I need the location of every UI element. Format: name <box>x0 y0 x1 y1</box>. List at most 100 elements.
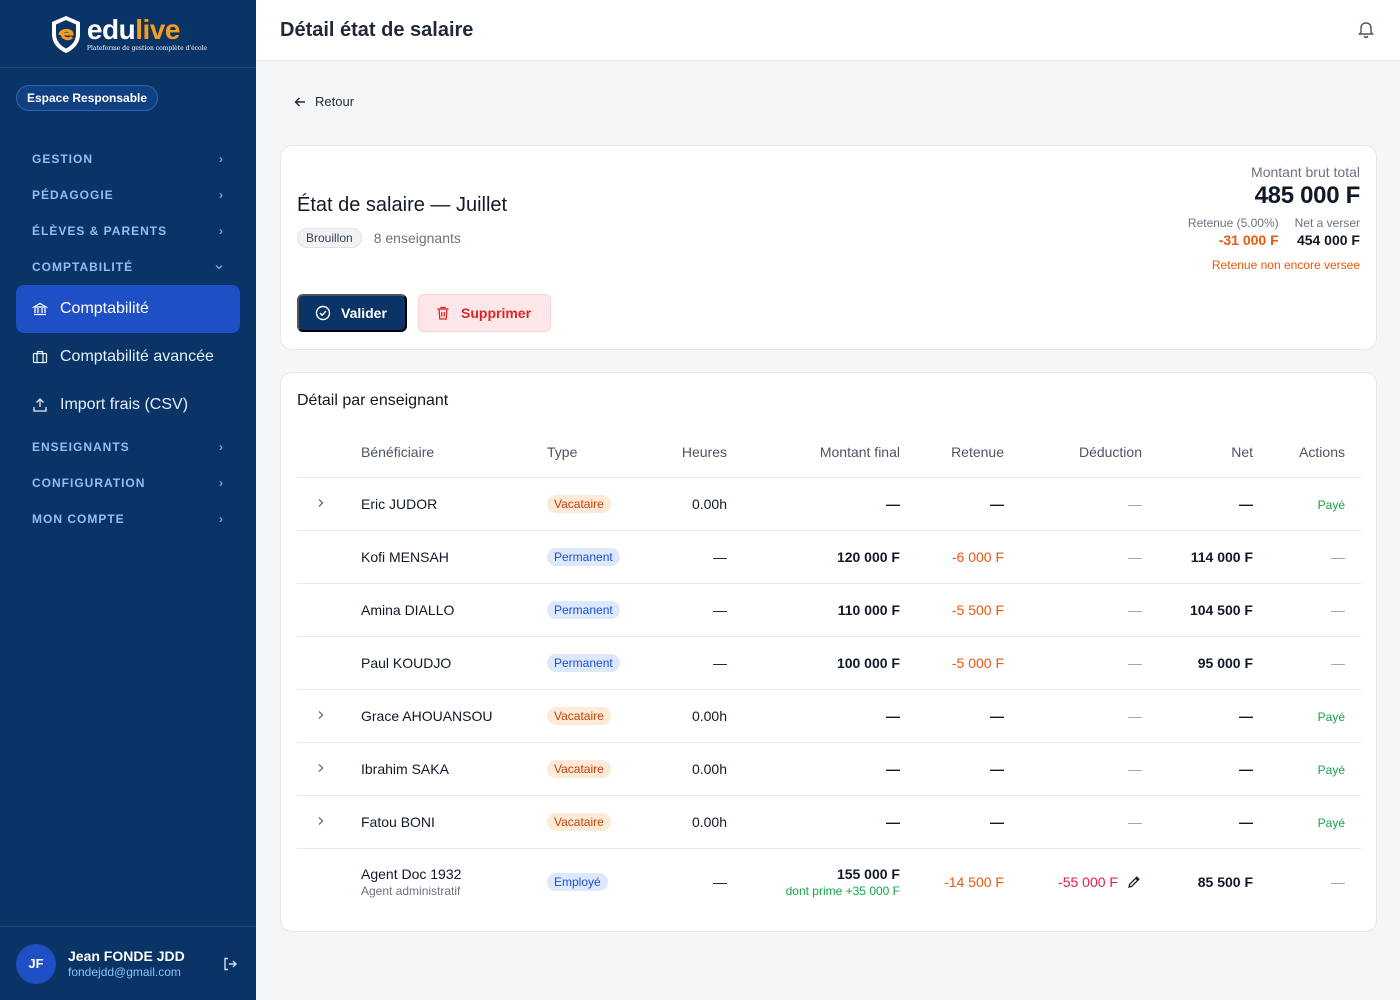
table-row: Amina DIALLO Permanent — 110 000 F -5 500 F —… <box>297 583 1361 637</box>
detail-card: Détail par enseignant Bénéficiaire Type … <box>280 372 1377 932</box>
nav-section-enseignants[interactable]: ENSEIGNANTS › <box>16 429 240 465</box>
action-placeholder: — <box>1331 874 1345 891</box>
gross-value: 485 000 F <box>1254 182 1361 209</box>
validate-label: Valider <box>341 305 387 321</box>
hours-cell: — <box>657 530 727 584</box>
type-badge: Permanent <box>547 653 620 672</box>
beneficiary-name: Grace AHOUANSOU <box>361 707 493 724</box>
sidebar-item-import-frais[interactable]: Import frais (CSV) <box>16 381 240 429</box>
chevron-right-icon[interactable] <box>315 762 327 774</box>
nav-section-pedagogie[interactable]: PÉDAGOGIE › <box>16 177 240 213</box>
nav-section-gestion[interactable]: GESTION › <box>16 141 240 177</box>
beneficiary-cell: Ibrahim SAKA <box>361 742 547 796</box>
expand-cell <box>297 848 361 916</box>
amount-bonus: dont prime +35 000 F <box>785 884 900 899</box>
upload-icon <box>32 397 48 413</box>
pencil-icon[interactable] <box>1126 874 1142 890</box>
nav-section-label: MON COMPTE <box>32 512 125 526</box>
nav-section-configuration[interactable]: CONFIGURATION › <box>16 465 240 501</box>
delete-button[interactable]: Supprimer <box>418 294 551 332</box>
logo-word-b: live <box>135 13 180 45</box>
sidebar-item-comptabilite-avancee[interactable]: Comptabilité avancée <box>16 333 240 381</box>
deduction-value: — <box>1128 601 1142 618</box>
table-row: Grace AHOUANSOU Vacataire 0.00h — — — — Payé <box>297 689 1361 743</box>
net-cell: 85 500 F <box>1197 874 1253 891</box>
hours-cell: 0.00h <box>657 742 727 796</box>
gross-label: Montant brut total <box>1251 164 1360 180</box>
validate-button[interactable]: Valider <box>297 294 407 332</box>
retenue-cell: — <box>900 795 1004 849</box>
amount-value: 155 000 F <box>836 866 900 883</box>
amount-cell: 110 000 F <box>727 583 900 637</box>
chevron-right-icon: › <box>219 476 224 490</box>
nav-section-comptabilite[interactable]: COMPTABILITÉ <box>16 249 240 285</box>
amount-cell: 100 000 F <box>727 636 900 690</box>
nav-section-label: PÉDAGOGIE <box>32 188 114 202</box>
bell-icon[interactable] <box>1356 20 1376 40</box>
nav-section-label: COMPTABILITÉ <box>32 260 134 274</box>
retenue-cell: -5 500 F <box>900 583 1004 637</box>
action-placeholder: — <box>1331 601 1345 618</box>
deduction-cell: — <box>1004 795 1142 849</box>
net-cell: — <box>1142 477 1253 531</box>
actions-cell: — <box>1253 583 1361 637</box>
deduction-value: — <box>1128 654 1142 671</box>
payroll-summary-card: État de salaire — Juillet Brouillon 8 en… <box>280 145 1377 350</box>
retenue-cell: -14 500 F <box>944 874 1004 891</box>
chevron-right-icon[interactable] <box>315 709 327 721</box>
beneficiary-cell: Paul KOUDJO <box>361 636 547 690</box>
nav-section-eleves-parents[interactable]: ÉLÈVES & PARENTS › <box>16 213 240 249</box>
beneficiary-cell: Fatou BONI <box>361 795 547 849</box>
space-badge[interactable]: Espace Responsable <box>16 85 159 111</box>
logout-icon[interactable] <box>220 954 240 974</box>
deduction-cell: — <box>1004 477 1142 531</box>
amount-value: — <box>886 760 900 777</box>
beneficiary-cell: Grace AHOUANSOU <box>361 689 547 743</box>
col-header: Bénéficiaire <box>361 427 547 478</box>
type-badge: Vacataire <box>547 494 611 513</box>
beneficiary-name: Eric JUDOR <box>361 495 438 512</box>
avatar[interactable]: JF <box>16 943 56 984</box>
trash-icon <box>437 306 449 320</box>
paid-status: Payé <box>1317 709 1345 724</box>
deduction-cell: — <box>1004 742 1142 796</box>
hours-cell: — <box>657 583 727 637</box>
nav-section-label: CONFIGURATION <box>32 476 146 490</box>
user-email: fondejdd@gmail.com <box>68 964 181 979</box>
deduction-value: -55 000 F <box>1058 874 1118 891</box>
retenue-cell: -6 000 F <box>900 530 1004 584</box>
type-cell: Permanent <box>547 583 657 637</box>
net-cell: 104 500 F <box>1142 583 1253 637</box>
retenue-label: Retenue (5.00%) <box>1187 216 1279 230</box>
logo[interactable]: edulive Plateforme de gestion complète d… <box>0 0 256 68</box>
top-header: Détail état de salaire <box>256 0 1400 61</box>
payroll-title: État de salaire — Juillet <box>297 194 508 216</box>
type-cell: Vacataire <box>547 795 657 849</box>
net-value: 454 000 F <box>1296 232 1360 248</box>
sidebar-nav: GESTION › PÉDAGOGIE › ÉLÈVES & PARENTS ›… <box>16 141 240 537</box>
type-cell: Vacataire <box>547 689 657 743</box>
type-cell: Permanent <box>547 530 657 584</box>
expand-cell[interactable] <box>297 477 361 531</box>
chevron-right-icon[interactable] <box>315 497 327 509</box>
table-row: Paul KOUDJO Permanent —100 000 F -5 000 F —9… <box>297 636 1361 690</box>
teachers-table: Bénéficiaire Type Heures Montant final R… <box>297 427 1361 916</box>
beneficiary-name: Agent Doc 1932 <box>361 866 462 883</box>
expand-cell[interactable] <box>297 795 361 849</box>
chevron-right-icon[interactable] <box>315 815 327 827</box>
back-link[interactable]: Retour <box>293 94 354 109</box>
nav-section-mon-compte[interactable]: MON COMPTE › <box>16 501 240 537</box>
action-placeholder: — <box>1331 654 1345 671</box>
deduction-cell[interactable]: -55 000 F <box>1004 848 1142 916</box>
type-badge: Permanent <box>547 547 620 566</box>
deduction-value: — <box>1128 760 1142 777</box>
expand-cell[interactable] <box>297 742 361 796</box>
user-panel: JF Jean FONDE JDD fondejdd@gmail.com <box>0 926 256 1000</box>
amount-value: 100 000 F <box>836 654 900 671</box>
logo-shield-icon <box>51 15 80 53</box>
arrow-left-icon <box>294 97 305 106</box>
sidebar-item-comptabilite[interactable]: Comptabilité <box>16 285 240 333</box>
expand-cell <box>297 636 361 690</box>
chevron-down-icon <box>215 265 223 270</box>
expand-cell[interactable] <box>297 689 361 743</box>
